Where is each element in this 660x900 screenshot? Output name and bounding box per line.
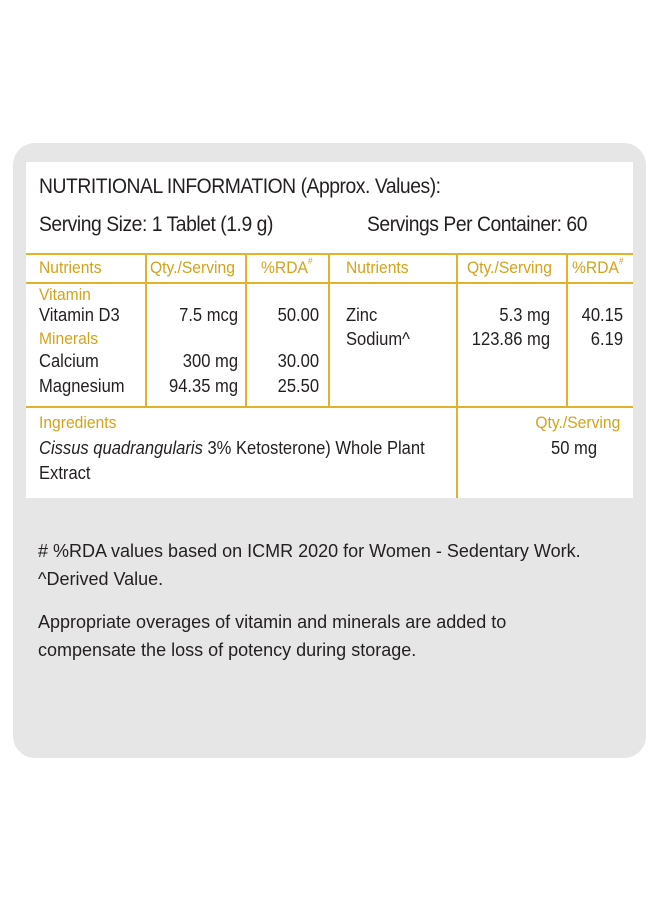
group-vitamin: Vitamin bbox=[39, 285, 91, 304]
col-divider-2 bbox=[245, 253, 247, 406]
nutrition-title: NUTRITIONAL INFORMATION (Approx. Values)… bbox=[39, 175, 441, 198]
header-rda-left: %RDA# bbox=[261, 256, 313, 277]
overage-note-line1: Appropriate overages of vitamin and mine… bbox=[38, 612, 507, 632]
nutrient-rda: 6.19 bbox=[590, 329, 623, 349]
header-rda-right: %RDA# bbox=[572, 256, 624, 277]
nutrition-table-card: NUTRITIONAL INFORMATION (Approx. Values)… bbox=[26, 162, 633, 498]
nutrient-name: Sodium^ bbox=[346, 329, 410, 349]
header-qty-right: Qty./Serving bbox=[467, 258, 552, 277]
ingredient-name: Cissus quadrangularis 3% Ketosterone) Wh… bbox=[39, 438, 425, 458]
nutrient-rda: 50.00 bbox=[277, 305, 319, 325]
nutrient-rda: 40.15 bbox=[581, 305, 623, 325]
nutrient-qty: 94.35 mg bbox=[168, 376, 238, 396]
nutrient-name: Zinc bbox=[346, 305, 378, 325]
col-divider-1 bbox=[145, 253, 147, 406]
nutrient-name: Calcium bbox=[39, 351, 99, 371]
nutrient-qty: 300 mg bbox=[182, 351, 238, 371]
col-divider-5 bbox=[566, 253, 568, 406]
nutrient-rda: 30.00 bbox=[277, 351, 319, 371]
servings-per-container: Servings Per Container: 60 bbox=[367, 213, 588, 236]
ingredients-top-rule bbox=[26, 406, 633, 408]
nutrient-rda: 25.50 bbox=[277, 376, 319, 396]
header-qty-left: Qty./Serving bbox=[150, 258, 235, 277]
nutrient-name: Vitamin D3 bbox=[39, 305, 120, 325]
overage-note-line2: compensate the loss of potency during st… bbox=[38, 640, 417, 660]
header-nutrients-right: Nutrients bbox=[346, 258, 409, 277]
derived-footnote: ^Derived Value. bbox=[38, 569, 164, 589]
rda-footnote: # %RDA values based on ICMR 2020 for Wom… bbox=[38, 541, 581, 561]
nutrient-name: Magnesium bbox=[39, 376, 125, 396]
nutrient-qty: 5.3 mg bbox=[499, 305, 550, 325]
ingredient-name-line2: Extract bbox=[39, 463, 91, 483]
col-divider-4 bbox=[456, 253, 458, 498]
ingredient-qty: 50 mg bbox=[550, 438, 597, 458]
header-nutrients-left: Nutrients bbox=[39, 258, 102, 277]
nutrient-qty: 123.86 mg bbox=[471, 329, 550, 349]
ingredients-label: Ingredients bbox=[39, 413, 117, 432]
serving-size: Serving Size: 1 Tablet (1.9 g) bbox=[39, 213, 273, 236]
ingredients-qty-label: Qty./Serving bbox=[535, 413, 620, 432]
group-minerals: Minerals bbox=[39, 329, 99, 348]
col-divider-3 bbox=[328, 253, 330, 406]
nutrient-qty: 7.5 mcg bbox=[179, 305, 238, 325]
